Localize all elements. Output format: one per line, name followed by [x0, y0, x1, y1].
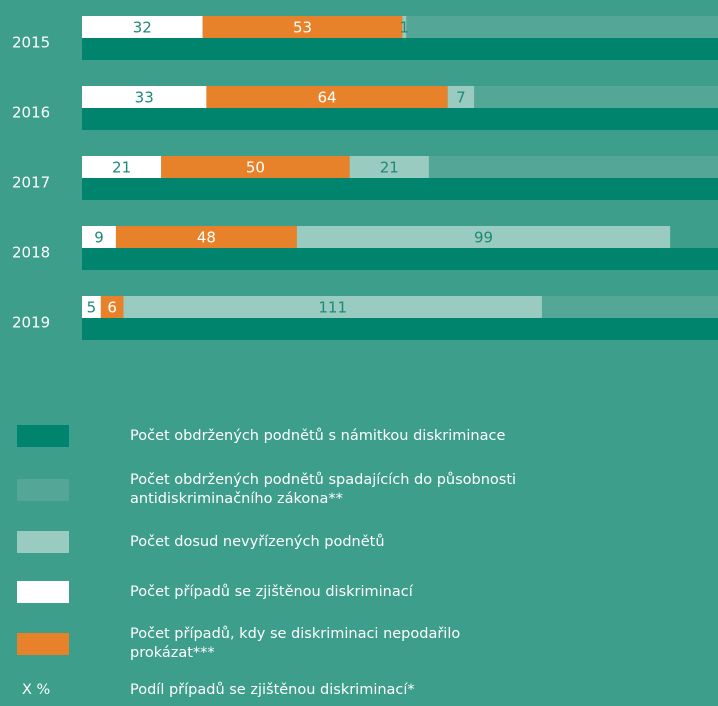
legend-label: Počet případů, kdy se diskriminaci nepod… [130, 626, 461, 661]
year-label: 2015 [12, 34, 50, 52]
value-label: 32 [133, 19, 152, 37]
value-label: 7 [456, 89, 466, 107]
bar [296, 226, 671, 248]
legend-label: Počet obdržených podnětů spadajících do … [130, 472, 517, 507]
bar [100, 296, 124, 318]
bar [115, 226, 297, 248]
legend-item: Počet případů, kdy se diskriminaci nepod… [0, 621, 718, 667]
value-label: 9 [94, 229, 104, 247]
value-label: 48 [197, 229, 216, 247]
chart: 2015 32 53 1 2016 33 64 7 2017 21 50 21 2018 9 48 99 201… [12, 16, 718, 340]
year-label: 2017 [12, 174, 50, 192]
value-label: 99 [474, 229, 493, 247]
legend-label: Počet případů se zjištěnou diskriminací [130, 583, 413, 600]
bar [82, 248, 718, 270]
legend-swatch [17, 531, 69, 553]
legend-swatch [17, 581, 69, 603]
bar [202, 16, 403, 38]
value-label: 50 [246, 159, 265, 177]
legend-item: Počet obdržených podnětů s námitkou disk… [0, 413, 718, 459]
value-label: 21 [380, 159, 399, 177]
legend-label: Počet obdržených podnětů s námitkou disk… [130, 427, 506, 444]
value-label: 111 [318, 299, 347, 317]
bar [82, 178, 718, 200]
legend-item: Počet dosud nevyřízených podnětů [0, 519, 718, 565]
bar [82, 296, 101, 318]
legend-swatch [17, 633, 69, 655]
value-label: 1 [400, 19, 410, 37]
legend-item: X % Podíl případů se zjištěnou diskrimina… [0, 667, 718, 706]
bar [161, 156, 350, 178]
legend-swatch [17, 425, 69, 447]
bar [206, 86, 448, 108]
bar [82, 108, 718, 130]
bar [82, 156, 162, 178]
legend-item: Počet případů se zjištěnou diskriminací [0, 569, 718, 615]
legend-swatch [17, 479, 69, 501]
bar [123, 296, 542, 318]
year-label: 2016 [12, 104, 50, 122]
year-label: 2018 [12, 244, 50, 262]
value-label: 6 [107, 299, 117, 317]
value-label: 64 [318, 89, 337, 107]
bar [447, 86, 475, 108]
bar [82, 38, 718, 60]
legend-symbol: X % [22, 682, 51, 698]
value-label: 5 [87, 299, 97, 317]
bar [402, 16, 407, 38]
value-label: 53 [293, 19, 312, 37]
value-label: 21 [112, 159, 131, 177]
bar [82, 226, 116, 248]
legend-label: Podíl případů se zjištěnou diskriminací* [130, 681, 415, 698]
bar [82, 16, 203, 38]
bar [349, 156, 429, 178]
bar [82, 86, 207, 108]
year-label: 2019 [12, 314, 50, 332]
legend-label: Počet dosud nevyřízených podnětů [130, 533, 385, 550]
bar [82, 318, 718, 340]
legend-item: Počet obdržených podnětů spadajících do … [0, 467, 718, 513]
value-label: 33 [135, 89, 154, 107]
